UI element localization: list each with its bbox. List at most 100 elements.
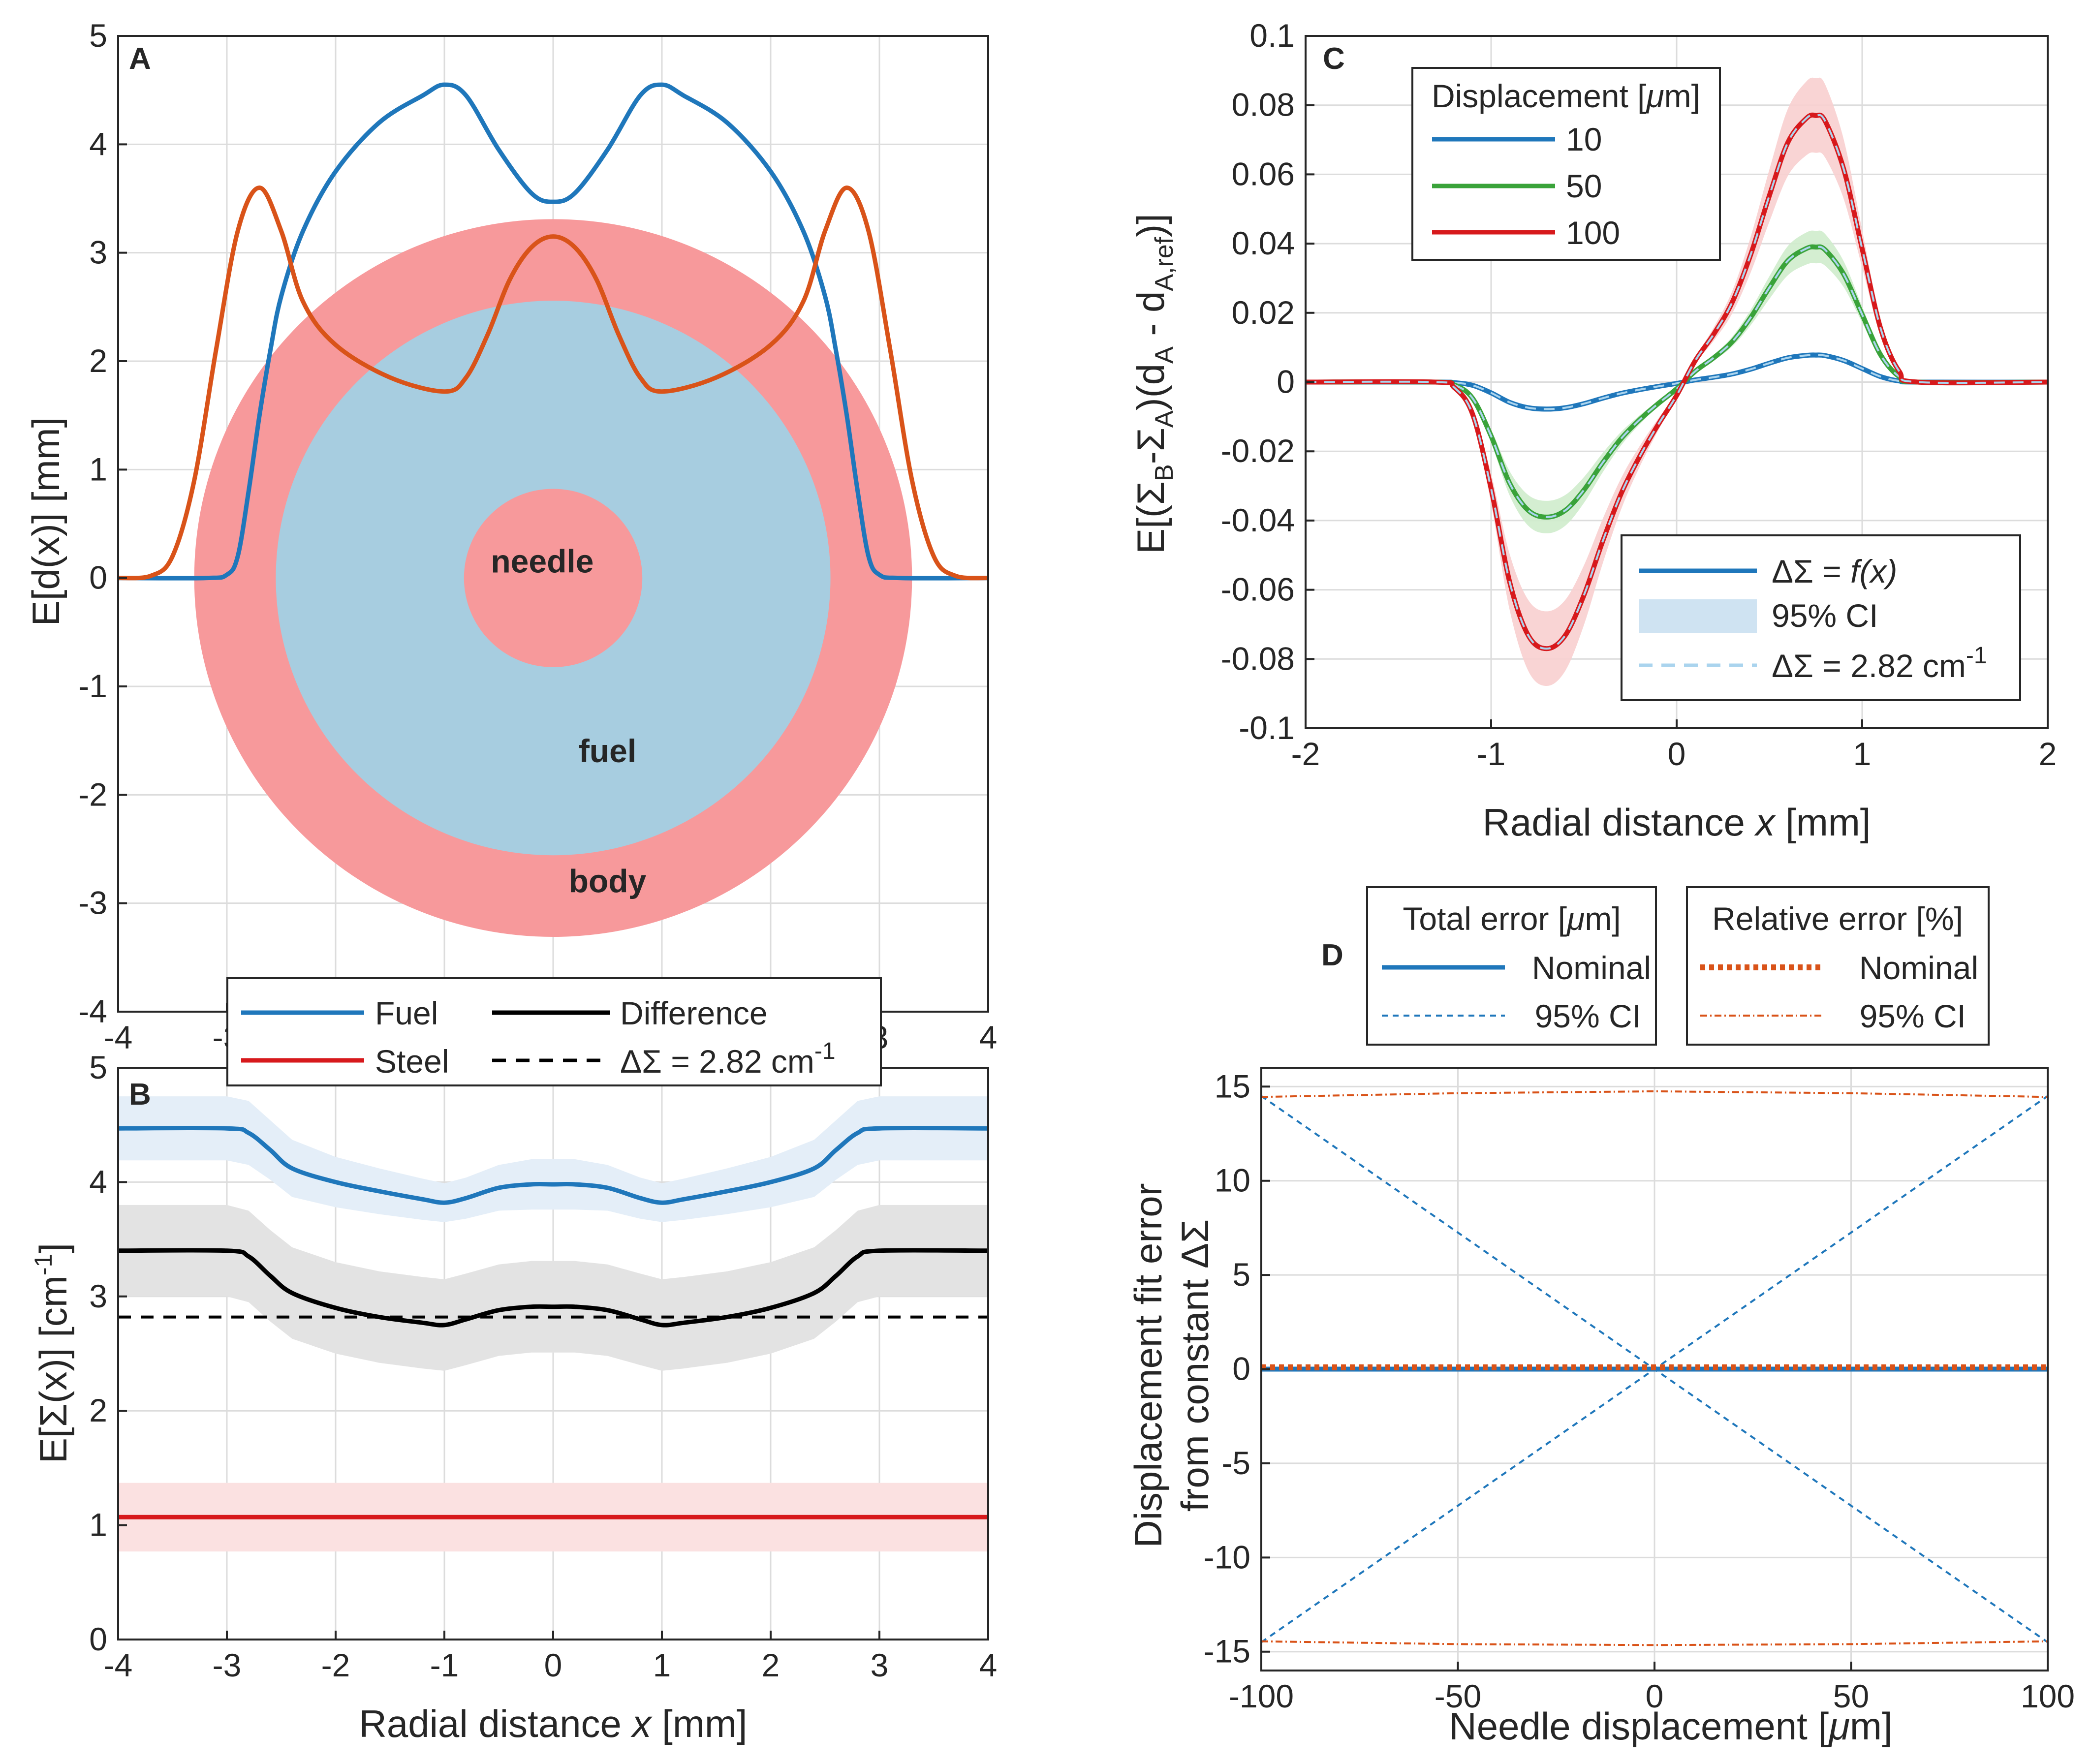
total-error-legend-title: Total error [μm] xyxy=(1403,900,1621,937)
panel-d-x-tick-label: -100 xyxy=(1229,1678,1294,1714)
panel-a-series xyxy=(118,82,989,581)
panel-b-x-tick-label: 3 xyxy=(871,1647,889,1683)
legend-delta-label: ΔΣ = 2.82 cm-1 xyxy=(620,1038,836,1080)
panel-b-x-tick-label: -2 xyxy=(321,1647,350,1683)
panel-b: -4 -3 -2 -1 0 1 2 3 4 0 1 2 3 4 5 B Radial distance x… xyxy=(30,977,998,1745)
panel-c-y-axis-label: E[(ΣB-ΣA)(dA - dA,ref)] xyxy=(1129,214,1179,554)
panel-c-y-tick-label: -0.1 xyxy=(1239,710,1295,746)
panel-b-legend: Fuel Difference Steel ΔΣ = 2.82 cm-1 xyxy=(226,977,882,1086)
panel-d-y-axis-label-line2: from constant ΔΣ xyxy=(1173,1219,1217,1512)
panel-b-label: B xyxy=(129,1078,151,1112)
fuel-line xyxy=(118,1125,989,1205)
panel-b-legend-box xyxy=(226,977,882,1086)
panel-c-x-tick-label: 1 xyxy=(1853,736,1872,772)
panel-b-ci-bands xyxy=(118,1096,988,1552)
displacement-legend-title: Displacement [μm] xyxy=(1432,78,1700,114)
panel-c-y-tick-label: 0 xyxy=(1277,364,1295,400)
panel-a-y-tick-label: 5 xyxy=(89,17,107,54)
panel-c-x-ticks: -2 -1 0 1 2 xyxy=(1291,719,2057,772)
fuel-path-length-line xyxy=(118,82,989,581)
panel-a-y-tick-label: -3 xyxy=(78,885,107,921)
panel-c-model-legend: ΔΣ = f(x) 95% CI ΔΣ = 2.82 cm-1 xyxy=(1621,534,2021,701)
legend-fuel-label: Fuel xyxy=(375,995,438,1031)
panel-a-regions xyxy=(194,219,912,937)
panel-d-relative-error-legend: Relative error [%] Nominal 95% CI xyxy=(1686,886,1990,1046)
legend-ci-label: 95% CI xyxy=(1772,597,1878,634)
panel-c-series xyxy=(1305,112,2048,651)
panel-d-x-tick-label: 100 xyxy=(2021,1678,2075,1714)
panel-b-y-tick-label: 3 xyxy=(89,1278,107,1314)
needle-region-label: needle xyxy=(491,543,593,580)
const-line-100um xyxy=(1305,114,2048,650)
legend-const-label: ΔΣ = 2.82 cm-1 xyxy=(1772,643,1987,684)
const-line-10um xyxy=(1305,354,2048,410)
panel-a-y-tick-label: 4 xyxy=(89,125,107,162)
legend-relative-nominal-label: Nominal xyxy=(1859,950,1978,986)
panel-c-y-tick-label: 0.06 xyxy=(1232,155,1295,192)
panel-c-x-tick-label: -2 xyxy=(1291,736,1320,772)
legend-difference-label: Difference xyxy=(620,995,768,1031)
panel-d-y-tick-label: 15 xyxy=(1215,1068,1250,1104)
panel-b-x-tick-label: 4 xyxy=(979,1647,998,1683)
panel-d-y-tick-label: -10 xyxy=(1204,1539,1250,1575)
panel-b-x-tick-label: -4 xyxy=(104,1647,133,1683)
panel-a-y-tick-label: -2 xyxy=(78,776,107,812)
panel-c-x-tick-label: 2 xyxy=(2039,736,2057,772)
panel-d-y-tick-label: 0 xyxy=(1232,1351,1250,1387)
panel-b-x-tick-label: 1 xyxy=(653,1647,671,1683)
legend-total-ci-label: 95% CI xyxy=(1535,998,1641,1034)
panel-d-x-axis-label: Needle displacement [μm] xyxy=(1449,1704,1892,1748)
legend-ci-swatch xyxy=(1639,599,1757,633)
panel-b-y-tick-label: 5 xyxy=(89,1049,107,1085)
panel-b-x-ticks: -4 -3 -2 -1 0 1 2 3 4 xyxy=(104,1631,998,1683)
relative-error-95-ci-upper-line xyxy=(1261,1090,2048,1098)
relative-error-legend-title: Relative error [%] xyxy=(1712,900,1963,937)
panel-d-y-tick-label: -15 xyxy=(1204,1633,1250,1670)
panel-d-y-tick-label: 5 xyxy=(1232,1256,1250,1293)
panel-a-y-tick-label: 2 xyxy=(89,342,107,379)
panel-b-y-tick-label: 2 xyxy=(89,1392,107,1428)
panel-b-y-axis-label: E[Σ(x)] [cm-1] xyxy=(30,1243,75,1463)
panel-c-y-ticks: -0.1 -0.08 -0.06 -0.04 -0.02 0 0.02 0.04 0.06 0.0… xyxy=(1221,17,1314,746)
panel-b-x-tick-label: 0 xyxy=(544,1647,562,1683)
panel-b-y-ticks: 0 1 2 3 4 5 xyxy=(89,1049,127,1657)
panel-c-y-tick-label: -0.06 xyxy=(1221,571,1295,608)
panel-b-y-tick-label: 1 xyxy=(89,1507,107,1543)
panel-a-y-ticks: -4 -3 -2 -1 0 1 2 3 4 5 xyxy=(78,17,127,1029)
panel-b-x-tick-label: -1 xyxy=(430,1647,459,1683)
panel-d-label: D xyxy=(1321,938,1343,972)
panel-d-y-tick-label: 10 xyxy=(1215,1162,1250,1199)
legend-50um-label: 50 xyxy=(1566,168,1602,204)
panel-c-displacement-legend: Displacement [μm] 10 50 100 xyxy=(1411,67,1721,261)
panel-b-x-tick-label: -3 xyxy=(213,1647,242,1683)
panel-b-x-axis-label: Radial distance x [mm] xyxy=(359,1702,748,1745)
steel-path-length-line xyxy=(118,186,989,581)
panel-d-x-tick-label: 0 xyxy=(1646,1678,1664,1714)
legend-100um-label: 100 xyxy=(1566,215,1620,251)
legend-relative-ci-label: 95% CI xyxy=(1860,998,1966,1034)
panel-a-y-tick-label: 3 xyxy=(89,234,107,271)
panel-c-label: C xyxy=(1323,42,1345,76)
panel-c-y-tick-label: 0.1 xyxy=(1249,17,1295,54)
panel-d: -100 -5 0 0 50 100 -15 -10 -5 0 5 10 15 D Needle di… xyxy=(1126,886,2075,1748)
panel-b-y-tick-label: 4 xyxy=(89,1163,107,1200)
legend-10um-label: 10 xyxy=(1566,121,1602,157)
panel-a-y-tick-label: 1 xyxy=(89,451,107,487)
panel-b-series xyxy=(118,1125,989,1519)
panel-c-y-tick-label: 0.02 xyxy=(1232,294,1295,331)
panel-d-y-ticks: -15 -10 -5 0 5 10 15 xyxy=(1204,1068,1270,1670)
fuel-ci-band xyxy=(118,1096,988,1222)
panel-c-y-tick-label: 0.08 xyxy=(1232,87,1295,123)
panel-d-series xyxy=(1260,1090,2049,1646)
panel-d-y-tick-label: -5 xyxy=(1221,1445,1250,1481)
panel-b-x-tick-label: 2 xyxy=(762,1647,780,1683)
displacement-legend-box xyxy=(1411,67,1721,261)
panel-d-x-tick-label: 50 xyxy=(1833,1678,1869,1714)
const-line-50um xyxy=(1305,246,2048,518)
body-region-label: body xyxy=(569,863,647,899)
panel-a-label: A xyxy=(129,42,151,76)
difference-ci-band xyxy=(118,1205,988,1371)
panel-b-y-tick-label: 0 xyxy=(89,1621,107,1657)
panel-c: -2 -1 0 1 2 -0.1 -0.08 -0.06 -0.04 -0.02 0 0.02 0.0… xyxy=(1129,17,2057,844)
